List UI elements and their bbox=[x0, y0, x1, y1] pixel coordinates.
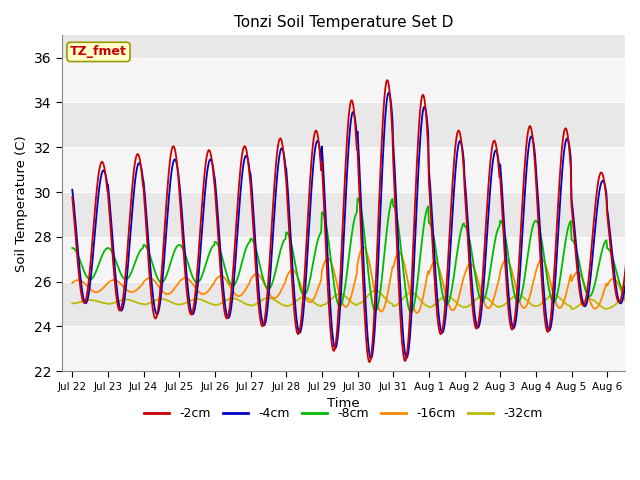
Text: TZ_fmet: TZ_fmet bbox=[70, 46, 127, 59]
Bar bbox=[61, 58, 625, 103]
Y-axis label: Soil Temperature (C): Soil Temperature (C) bbox=[15, 135, 28, 272]
Legend: -2cm, -4cm, -8cm, -16cm, -32cm: -2cm, -4cm, -8cm, -16cm, -32cm bbox=[139, 402, 547, 425]
X-axis label: Time: Time bbox=[327, 397, 360, 410]
Bar bbox=[61, 147, 625, 192]
Bar bbox=[61, 237, 625, 282]
Title: Tonzi Soil Temperature Set D: Tonzi Soil Temperature Set D bbox=[234, 15, 453, 30]
Bar bbox=[61, 192, 625, 237]
Bar bbox=[61, 326, 625, 371]
Bar bbox=[61, 282, 625, 326]
Bar bbox=[61, 103, 625, 147]
